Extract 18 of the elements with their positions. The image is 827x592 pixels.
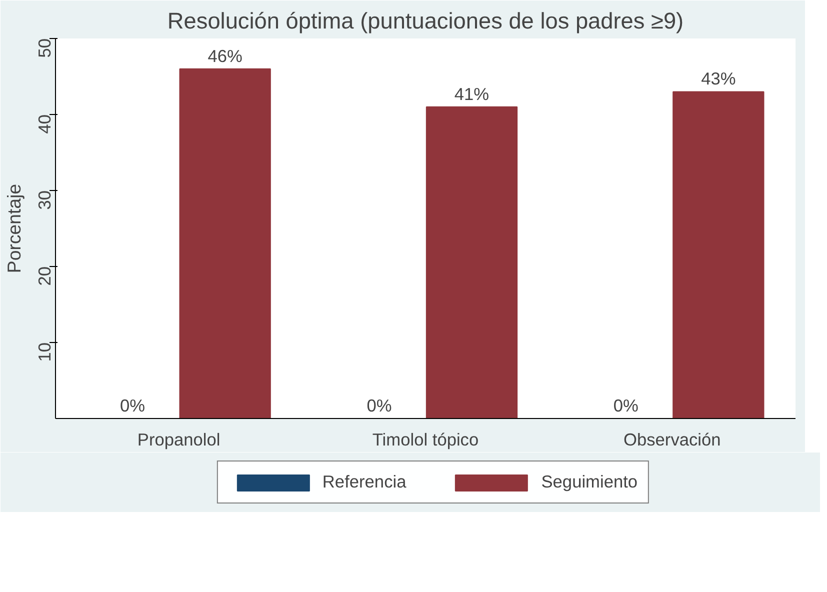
x-tick-label: Timolol tópico: [372, 430, 479, 450]
data-label: 0%: [366, 396, 392, 416]
y-tick-label: 10: [34, 342, 54, 362]
data-label: 0%: [613, 396, 638, 416]
legend-label: Referencia: [322, 472, 406, 492]
data-label: 41%: [454, 84, 490, 104]
data-label: 46%: [208, 46, 242, 66]
data-label: 43%: [701, 68, 736, 89]
x-tick-label: Observación: [624, 430, 721, 450]
y-tick-label: 40: [34, 114, 54, 134]
x-tick-label: Propanolol: [137, 430, 220, 450]
y-axis-title: Porcentaje: [4, 184, 24, 274]
y-tick-label: 30: [34, 190, 54, 210]
data-label: 0%: [120, 396, 146, 416]
legend-label: Seguimiento: [541, 472, 638, 492]
y-tick-label: 20: [34, 266, 54, 286]
y-tick-label: 50: [34, 38, 54, 58]
chart-title: Resolución óptima (puntuaciones de los padres ≥9): [167, 8, 684, 34]
